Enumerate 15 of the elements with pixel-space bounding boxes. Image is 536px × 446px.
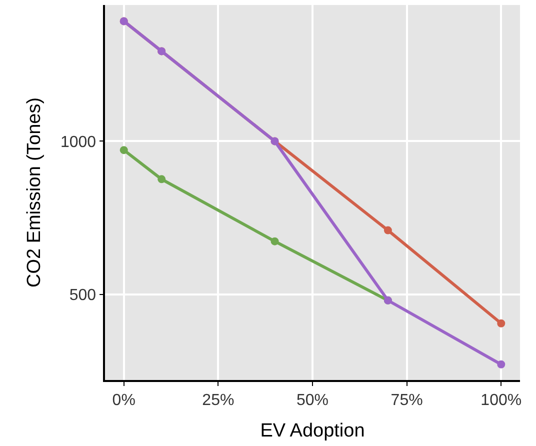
point: [120, 146, 128, 154]
x-axis-title: EV Adoption: [260, 420, 365, 442]
y-tick-label: 1000: [60, 134, 96, 151]
x-tick-label: 100%: [480, 392, 522, 409]
point: [497, 319, 506, 328]
point: [384, 226, 392, 234]
point: [158, 175, 166, 184]
y-tick-label: 500: [69, 286, 96, 304]
x-tick-label: 25%: [202, 392, 234, 409]
y-axis-title: CO2 Emission (Tones): [24, 97, 45, 288]
point: [270, 237, 279, 246]
point: [497, 360, 506, 368]
x-tick-label: 75%: [390, 392, 423, 409]
x-tick-label: 50%: [296, 392, 329, 409]
x-tick-label: 0%: [112, 392, 136, 409]
